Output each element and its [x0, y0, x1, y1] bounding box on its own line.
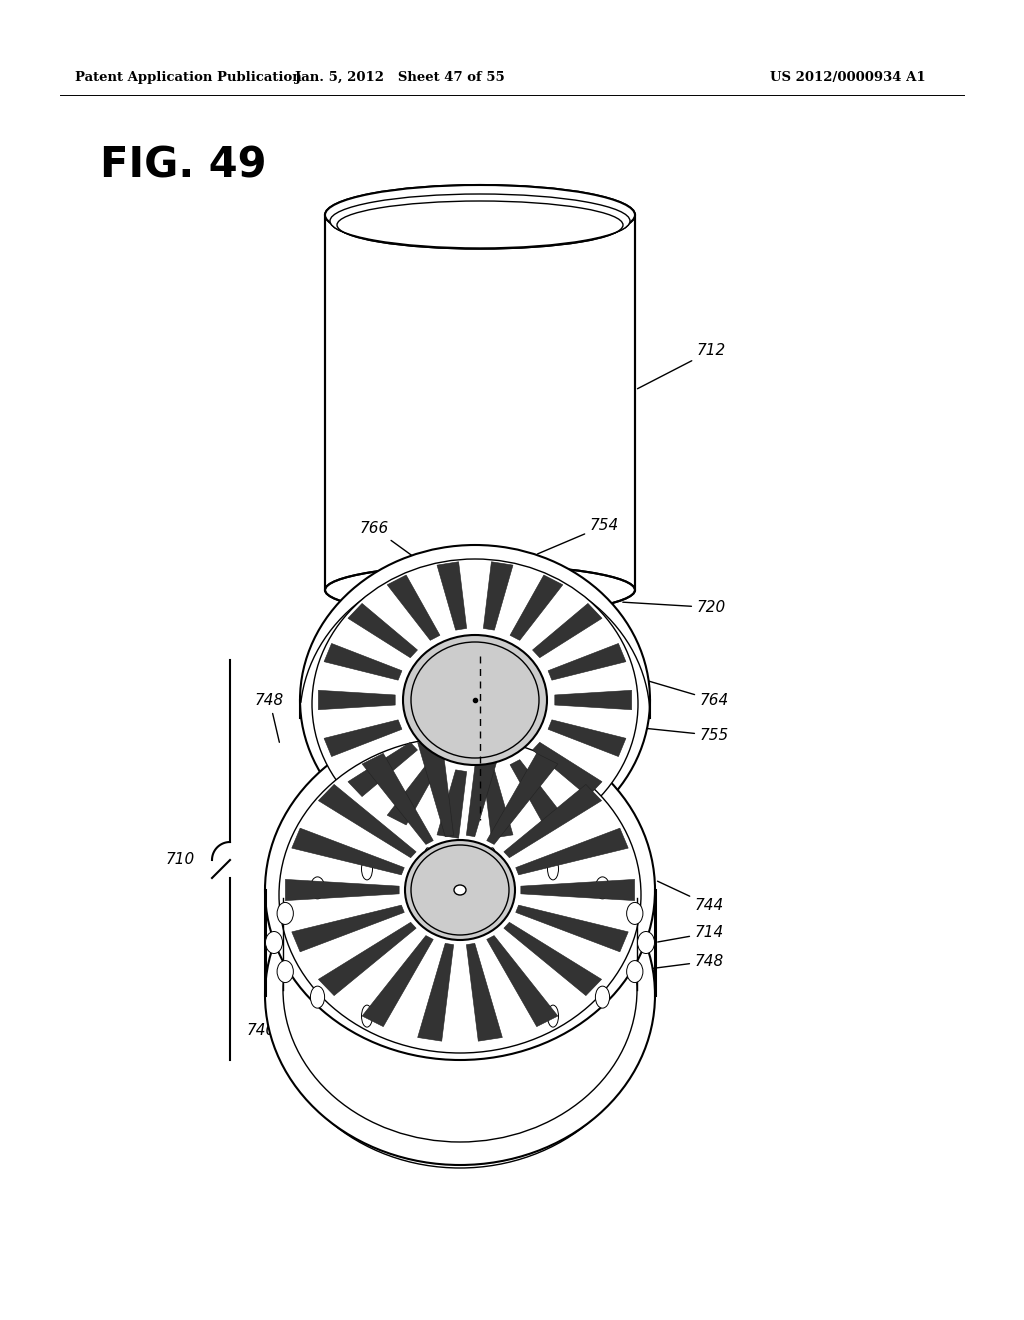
Ellipse shape	[488, 847, 496, 870]
Polygon shape	[466, 944, 503, 1041]
Ellipse shape	[310, 986, 325, 1008]
Ellipse shape	[548, 1005, 558, 1027]
Ellipse shape	[265, 932, 283, 953]
Polygon shape	[521, 879, 635, 900]
Polygon shape	[325, 215, 635, 590]
Polygon shape	[504, 784, 601, 858]
Ellipse shape	[330, 194, 630, 248]
Text: 738: 738	[445, 1015, 474, 1073]
Ellipse shape	[361, 858, 373, 880]
Ellipse shape	[279, 737, 641, 1053]
Text: 766: 766	[360, 521, 423, 564]
Ellipse shape	[424, 1015, 431, 1038]
Polygon shape	[516, 828, 628, 875]
Text: 739: 739	[460, 693, 489, 722]
Ellipse shape	[310, 876, 325, 899]
Ellipse shape	[627, 961, 643, 982]
Text: 754: 754	[538, 517, 620, 554]
Polygon shape	[348, 603, 418, 657]
Polygon shape	[324, 719, 401, 756]
Ellipse shape	[278, 903, 293, 924]
Text: 764: 764	[647, 681, 729, 708]
Polygon shape	[318, 690, 395, 710]
Ellipse shape	[312, 558, 638, 849]
Polygon shape	[486, 754, 558, 845]
Polygon shape	[532, 742, 602, 796]
Text: 740: 740	[247, 1002, 276, 1038]
Polygon shape	[387, 576, 440, 640]
Polygon shape	[532, 603, 602, 657]
Polygon shape	[324, 643, 401, 680]
Polygon shape	[437, 770, 467, 838]
Ellipse shape	[488, 1015, 496, 1038]
Ellipse shape	[325, 185, 635, 246]
Polygon shape	[548, 719, 626, 756]
Polygon shape	[437, 562, 467, 630]
Text: 720: 720	[623, 601, 726, 615]
Text: 742: 742	[392, 693, 428, 727]
Polygon shape	[483, 562, 513, 630]
Ellipse shape	[325, 185, 635, 246]
Polygon shape	[504, 923, 601, 995]
Text: FIG. 49: FIG. 49	[100, 144, 266, 186]
Polygon shape	[555, 690, 632, 710]
Text: 712: 712	[638, 343, 726, 388]
Polygon shape	[286, 879, 399, 900]
Polygon shape	[548, 643, 626, 680]
Polygon shape	[483, 770, 513, 838]
Polygon shape	[418, 739, 454, 837]
Ellipse shape	[406, 840, 515, 940]
Ellipse shape	[411, 845, 509, 935]
Ellipse shape	[278, 961, 293, 982]
Ellipse shape	[265, 825, 655, 1166]
Ellipse shape	[361, 1005, 373, 1027]
Polygon shape	[486, 936, 558, 1027]
Ellipse shape	[595, 986, 609, 1008]
Polygon shape	[292, 906, 404, 952]
Polygon shape	[318, 784, 416, 858]
Text: 737: 737	[542, 693, 589, 737]
Text: 714: 714	[657, 925, 724, 942]
Text: 744: 744	[657, 882, 724, 913]
Text: 732: 732	[360, 1010, 398, 1060]
Ellipse shape	[300, 545, 650, 855]
Ellipse shape	[638, 932, 654, 953]
Text: Jan. 5, 2012   Sheet 47 of 55: Jan. 5, 2012 Sheet 47 of 55	[295, 71, 505, 84]
Ellipse shape	[403, 635, 547, 766]
Ellipse shape	[411, 642, 539, 758]
Polygon shape	[362, 754, 433, 845]
Polygon shape	[510, 576, 563, 640]
Ellipse shape	[265, 719, 655, 1060]
Text: US 2012/0000934 A1: US 2012/0000934 A1	[770, 71, 926, 84]
Polygon shape	[362, 936, 433, 1027]
Polygon shape	[418, 944, 454, 1041]
Ellipse shape	[595, 876, 609, 899]
Ellipse shape	[424, 847, 431, 870]
Ellipse shape	[454, 884, 466, 895]
Text: Patent Application Publication: Patent Application Publication	[75, 71, 302, 84]
Text: 748: 748	[255, 693, 285, 742]
Polygon shape	[466, 739, 503, 837]
Polygon shape	[516, 906, 628, 952]
Polygon shape	[510, 760, 563, 825]
Ellipse shape	[548, 858, 558, 880]
Polygon shape	[387, 760, 440, 825]
Polygon shape	[318, 923, 416, 995]
Text: 748: 748	[652, 953, 724, 969]
Text: 755: 755	[567, 721, 729, 743]
Polygon shape	[348, 742, 418, 796]
Ellipse shape	[627, 903, 643, 924]
Polygon shape	[292, 828, 404, 875]
Ellipse shape	[273, 838, 647, 1168]
Text: 710: 710	[165, 853, 195, 867]
Text: 746: 746	[530, 1007, 559, 1056]
Ellipse shape	[330, 194, 630, 248]
